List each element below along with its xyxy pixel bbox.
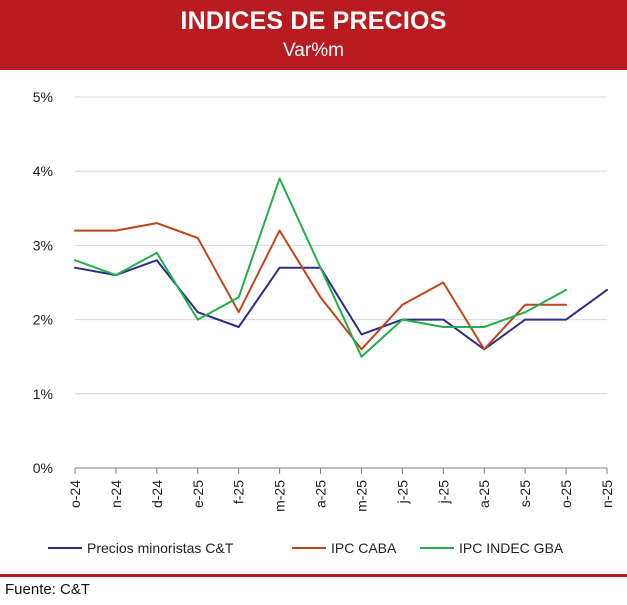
title-banner: INDICES DE PRECIOS Var%m xyxy=(0,0,627,70)
x-tick-label: o-24 xyxy=(67,480,83,508)
x-tick-label: m-25 xyxy=(272,480,288,512)
line-chart: 0% 1% 2% 3% 4% 5% o-24 n-24 d-24 e-25 f-25 m-25 a-25… xyxy=(33,89,615,556)
chart-title: INDICES DE PRECIOS xyxy=(180,7,447,35)
x-tick-label: j-25 xyxy=(394,480,410,505)
y-tick-label: 2% xyxy=(33,312,53,328)
y-tick-label: 1% xyxy=(33,386,53,402)
source-note: Fuente: C&T xyxy=(5,581,91,598)
y-tick-label: 3% xyxy=(33,237,53,253)
legend-label: IPC CABA xyxy=(331,540,397,556)
x-tick-label: n-24 xyxy=(108,480,124,508)
x-tick-label: s-25 xyxy=(517,480,533,507)
series-line xyxy=(74,222,568,351)
y-tick-label: 0% xyxy=(33,460,53,476)
chart-subtitle: Var%m xyxy=(283,40,344,61)
x-tick-label: e-25 xyxy=(190,480,206,508)
legend-label: IPC INDEC GBA xyxy=(459,540,564,556)
x-tick-label: a-25 xyxy=(476,480,492,508)
footer-divider xyxy=(0,574,627,577)
y-tick-label: 4% xyxy=(33,163,53,179)
series-line xyxy=(74,259,608,351)
x-tick-label: m-25 xyxy=(353,480,369,512)
x-tick-label: f-25 xyxy=(231,480,247,504)
x-tick-label: a-25 xyxy=(313,480,329,508)
series-line xyxy=(74,177,568,358)
legend-label: Precios minoristas C&T xyxy=(87,540,234,556)
x-tick-label: j-25 xyxy=(435,480,451,505)
x-tick-label: d-24 xyxy=(149,480,165,508)
x-tick-label: n-25 xyxy=(599,480,615,508)
y-tick-label: 5% xyxy=(33,89,53,105)
x-tick-label: o-25 xyxy=(558,480,574,508)
